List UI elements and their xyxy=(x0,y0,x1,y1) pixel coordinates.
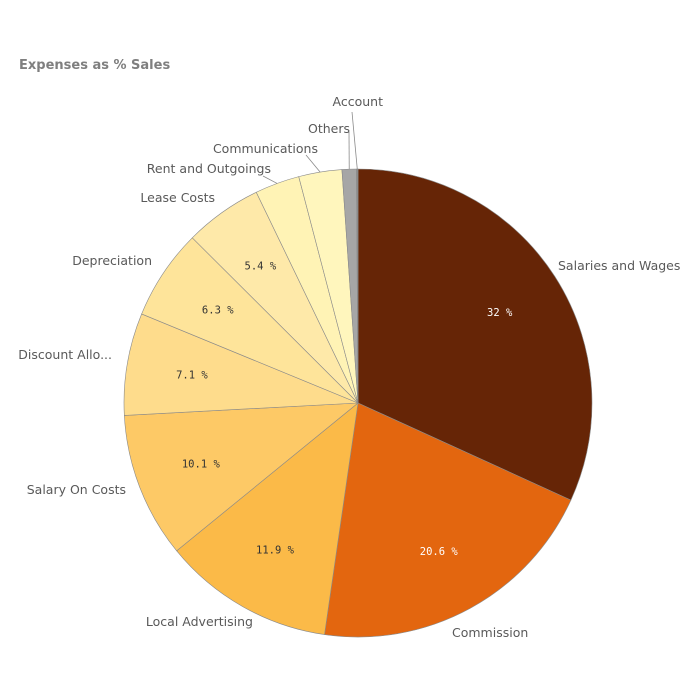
slice-value-label: 7.1 % xyxy=(176,370,208,382)
slice-labels: Salaries and Wages Commission Local Advert… xyxy=(18,94,680,640)
leader-line xyxy=(262,175,278,184)
slice-category-label: Lease Costs xyxy=(140,190,215,205)
slice-category-label: Depreciation xyxy=(72,253,152,268)
pie-slice[interactable] xyxy=(357,168,593,501)
slice-category-label: Local Advertising xyxy=(146,614,253,629)
leader-line xyxy=(305,154,321,173)
leader-lines xyxy=(262,111,358,184)
slice-value-label: 11.9 % xyxy=(256,545,295,557)
slice-category-label: Rent and Outgoings xyxy=(147,161,271,176)
slice-category-label: Discount Allo... xyxy=(18,347,112,362)
slice-category-label: Salaries and Wages xyxy=(558,258,680,273)
slice-category-label: Salary On Costs xyxy=(27,482,126,497)
pie-slices xyxy=(123,168,593,638)
slice-category-label: Commission xyxy=(452,625,528,640)
slice-value-label: 10.1 % xyxy=(182,459,221,471)
pie-slice[interactable] xyxy=(124,402,359,552)
slice-category-label: Others xyxy=(308,121,350,136)
slice-value-label: 5.4 % xyxy=(245,261,277,273)
pie-slice[interactable] xyxy=(176,402,359,635)
pie-slice[interactable] xyxy=(356,168,359,404)
chart-title: Expenses as % Sales xyxy=(19,58,171,73)
leader-line xyxy=(351,111,358,170)
slice-category-label: Communications xyxy=(213,141,318,156)
slice-value-label: 6.3 % xyxy=(202,305,234,317)
slice-value-label: 20.6 % xyxy=(420,546,459,558)
slice-value-label: 32 % xyxy=(487,307,513,319)
value-labels: 32 % 20.6 % 11.9 % 10.1 % 7.1 % 6.3 % 5.4 % xyxy=(176,261,513,558)
slice-category-label: Account xyxy=(333,94,384,109)
pie-slice[interactable] xyxy=(324,402,572,638)
pie-slice[interactable] xyxy=(123,313,359,416)
